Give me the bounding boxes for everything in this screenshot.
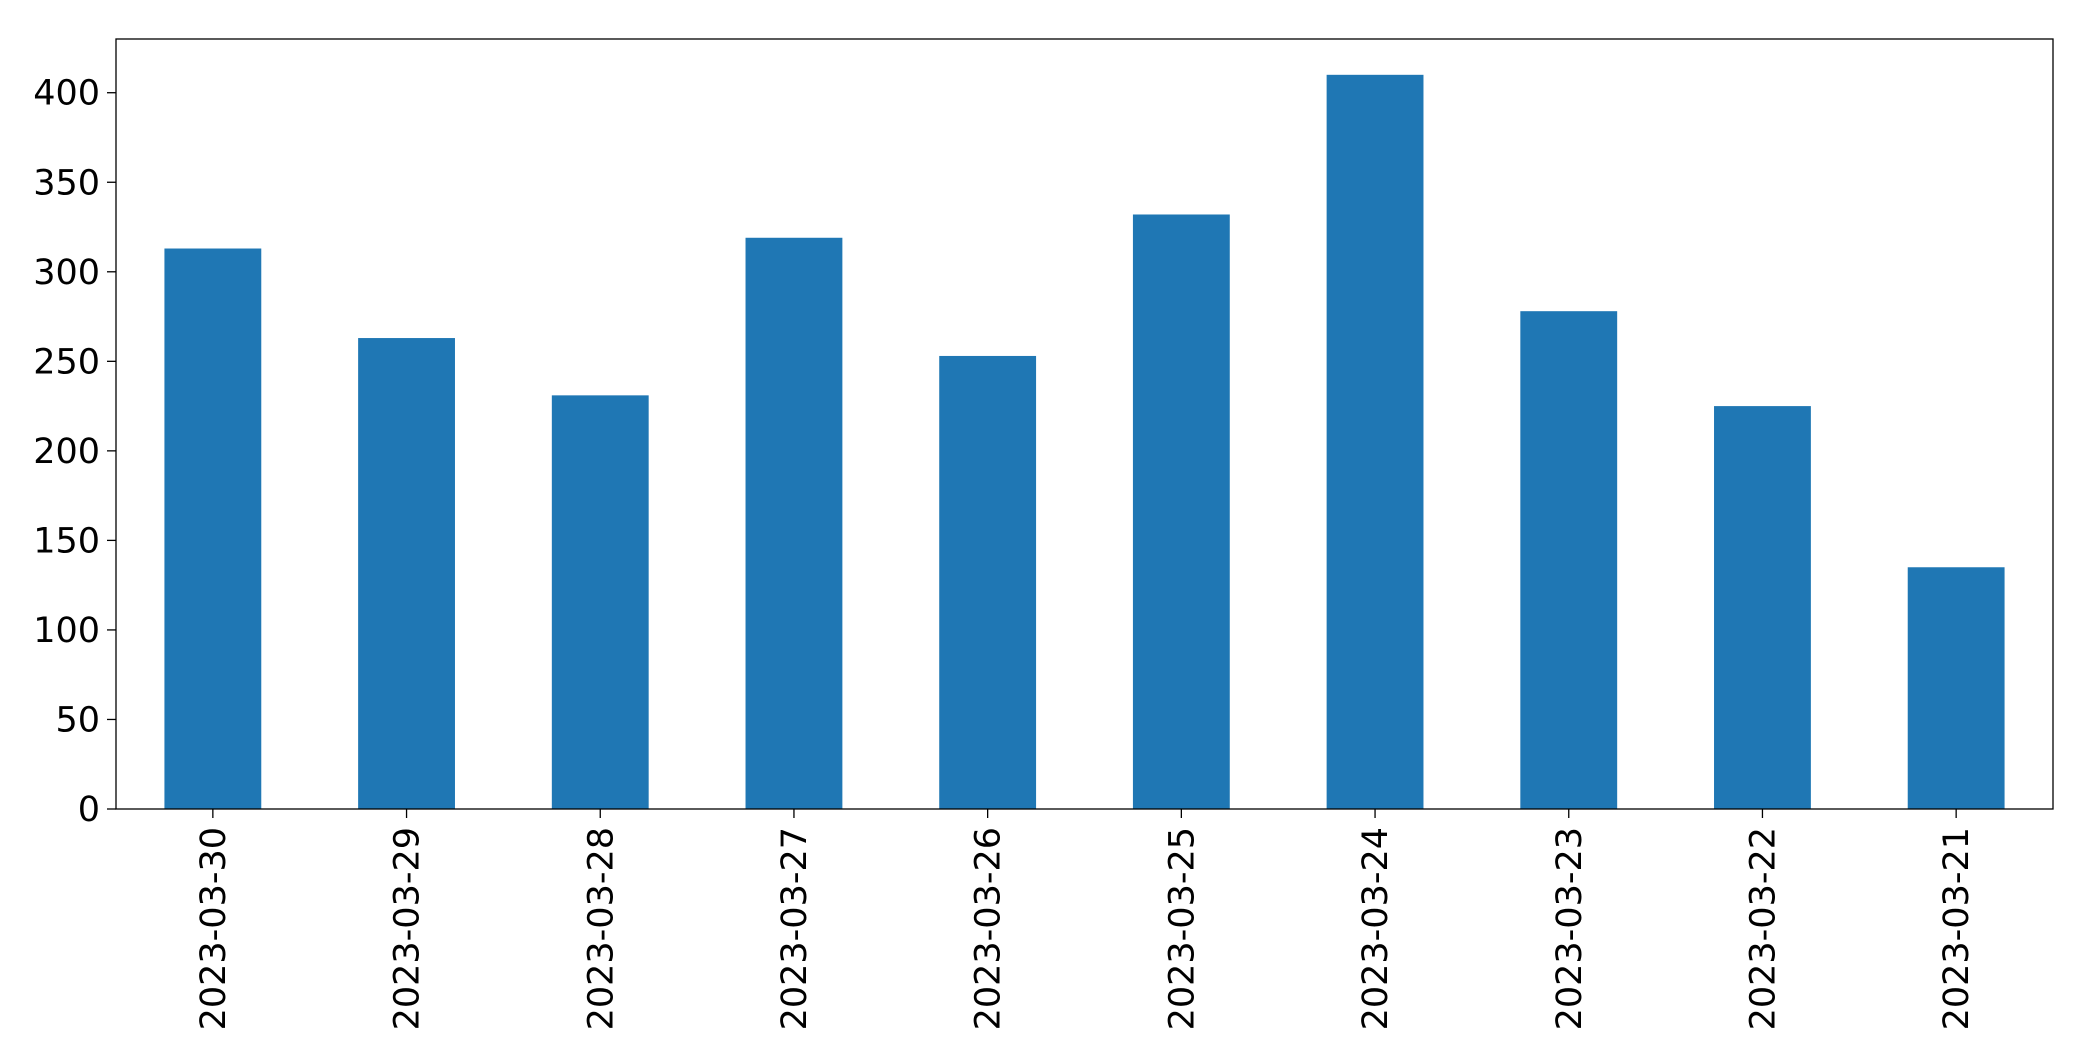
y-tick-label: 250	[33, 342, 100, 382]
y-tick-label: 50	[55, 700, 100, 740]
bar	[1714, 406, 1811, 809]
y-tick-label: 200	[33, 432, 100, 472]
x-tick-label: 2023-03-27	[775, 827, 815, 1030]
x-tick-label: 2023-03-26	[969, 827, 1009, 1030]
plot-frame	[115, 38, 2054, 810]
bar	[1907, 567, 2005, 809]
bar	[551, 395, 649, 809]
x-tick-label: 2023-03-23	[1550, 827, 1590, 1030]
bar	[1520, 311, 1618, 809]
x-tick-label: 2023-03-25	[1162, 827, 1202, 1030]
x-tick-label: 2023-03-28	[581, 827, 621, 1030]
x-tick-label: 2023-03-29	[388, 827, 428, 1030]
x-tick-label: 2023-03-24	[1356, 827, 1396, 1030]
x-tick-label: 2023-03-22	[1743, 827, 1783, 1030]
y-tick-label: 350	[33, 163, 100, 203]
bar	[939, 355, 1037, 809]
y-tick-label: 400	[33, 74, 100, 114]
x-tick-label: 2023-03-21	[1937, 827, 1977, 1030]
y-tick-label: 300	[33, 253, 100, 293]
y-tick-label: 100	[33, 611, 100, 651]
bar	[164, 248, 262, 810]
bar	[1132, 214, 1230, 809]
bar	[1326, 74, 1424, 809]
bar	[745, 237, 843, 809]
x-tick-label: 2023-03-30	[194, 827, 234, 1030]
bar	[358, 338, 455, 809]
y-tick-label: 0	[78, 790, 100, 830]
y-tick-label: 150	[33, 521, 100, 561]
